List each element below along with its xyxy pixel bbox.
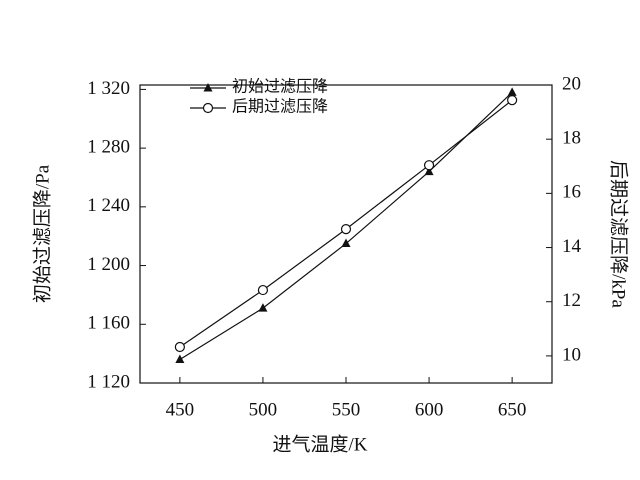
- triangle-marker: [341, 238, 351, 248]
- y2-tick-label: 20: [562, 73, 581, 94]
- y-tick-label: 1 120: [87, 371, 130, 392]
- circle-marker: [340, 224, 352, 235]
- triangle-marker: [424, 166, 434, 176]
- x-tick-label: 500: [249, 399, 278, 420]
- series-line: [179, 99, 513, 348]
- legend-label: 后期过滤压降: [232, 98, 328, 116]
- y-tick-label: 1 320: [87, 78, 130, 99]
- y-tick-label: 1 280: [87, 136, 130, 157]
- y-tick-label: 1 240: [87, 195, 130, 216]
- y2-tick-label: 14: [562, 236, 582, 257]
- y2-axis-label: 后期过滤压降/kPa: [608, 160, 630, 308]
- y2-tick-label: 18: [562, 128, 581, 149]
- y-axis-label: 初始过滤压降/Pa: [31, 164, 53, 303]
- triangle-marker: [507, 87, 517, 96]
- y-tick-label: 1 160: [87, 313, 130, 334]
- x-tick-label: 450: [166, 399, 195, 420]
- y2-tick-label: 12: [562, 290, 581, 311]
- circle-marker: [174, 341, 185, 353]
- x-tick-label: 650: [498, 399, 527, 420]
- circle-marker: [423, 160, 435, 171]
- triangle-marker: [175, 354, 185, 364]
- circle-marker: [507, 95, 518, 106]
- triangle-marker: [203, 83, 213, 92]
- circle-marker: [257, 284, 269, 296]
- triangle-marker: [258, 303, 268, 312]
- y2-tick-label: 10: [562, 344, 581, 365]
- y2-tick-label: 16: [562, 182, 581, 203]
- legend-label: 初始过滤压降: [232, 78, 328, 96]
- y-tick-label: 1 200: [87, 254, 130, 275]
- x-tick-label: 550: [332, 399, 361, 420]
- circle-marker: [202, 102, 214, 114]
- x-axis-label: 进气温度/K: [272, 433, 367, 455]
- x-tick-label: 600: [415, 399, 444, 420]
